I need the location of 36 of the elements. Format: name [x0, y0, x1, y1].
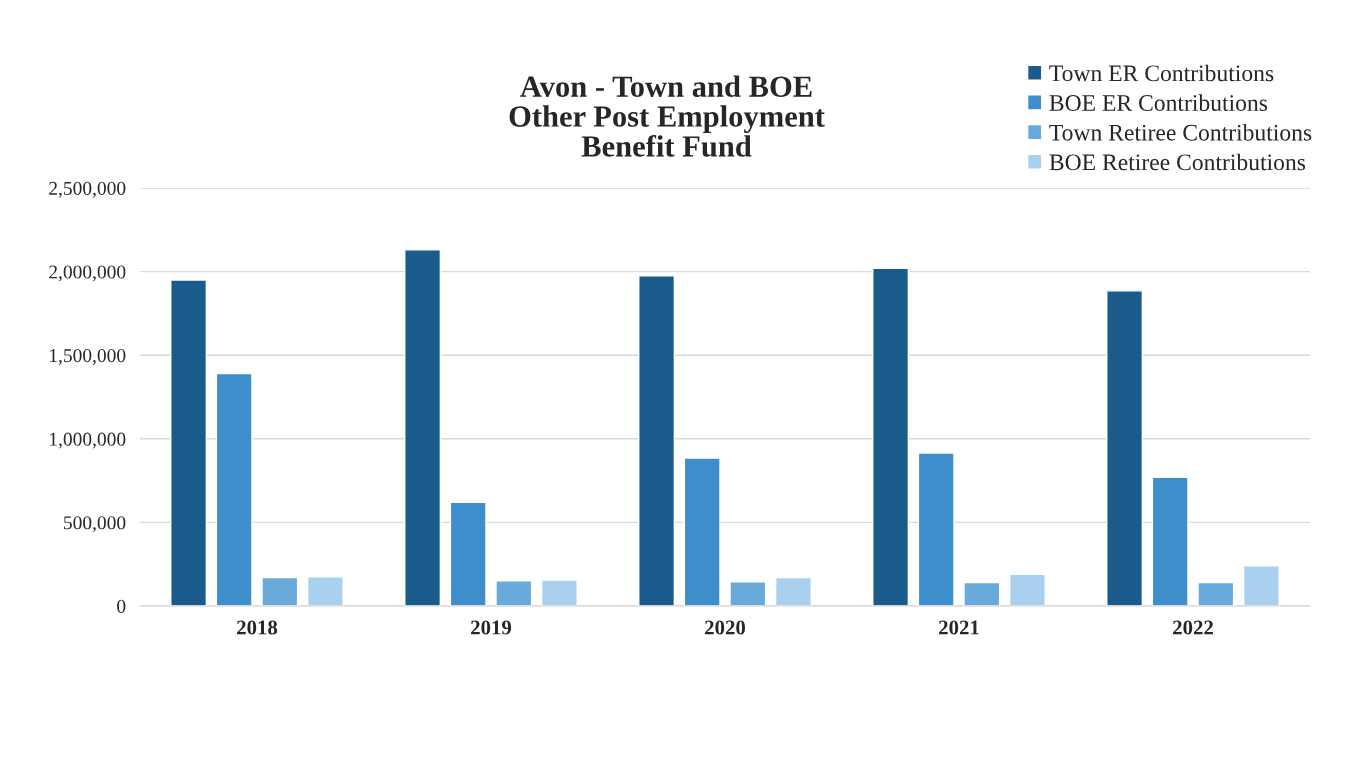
bar: [729, 581, 767, 606]
bar: [495, 580, 533, 606]
x-tick-label: 2022: [1173, 620, 1213, 635]
legend-label: BOE Retiree Contributions: [1049, 153, 1306, 171]
y-tick-label: 1,000,000: [50, 432, 126, 449]
bar: [638, 275, 676, 606]
legend-label: BOE ER Contributions: [1049, 94, 1268, 111]
y-tick-label: 1,500,000: [50, 349, 126, 365]
legend-label: Town Retiree Contributions: [1049, 124, 1312, 141]
bar: [215, 372, 253, 606]
bar: [261, 576, 299, 606]
bar: [449, 501, 487, 606]
bar: [404, 249, 442, 606]
legend-label: Town ER Contributions: [1049, 64, 1274, 82]
bar: [170, 279, 208, 606]
bar: [917, 452, 955, 606]
y-tick-label: 2,500,000: [49, 181, 126, 198]
bar: [1151, 476, 1189, 606]
bar: [1197, 581, 1235, 606]
bar: [872, 267, 910, 606]
bar: [774, 576, 812, 606]
chart-title: Avon - Town and BOE Other Post Employment Benefit Fund: [509, 75, 825, 157]
y-tick-label: 500,000: [64, 516, 126, 533]
bar: [1008, 573, 1046, 606]
bar: [963, 581, 1001, 606]
bar: [540, 579, 578, 606]
x-tick-label: 2020: [705, 620, 746, 635]
y-tick-label: 0: [117, 599, 126, 613]
x-tick-label: 2018: [237, 620, 278, 635]
bar: [683, 457, 721, 606]
y-tick-label: 2,000,000: [49, 265, 126, 282]
x-tick-label: 2021: [939, 620, 979, 635]
bar: [1242, 565, 1280, 606]
bar: [1106, 290, 1144, 606]
x-tick-label: 2019: [471, 620, 512, 635]
bar: [306, 576, 344, 606]
